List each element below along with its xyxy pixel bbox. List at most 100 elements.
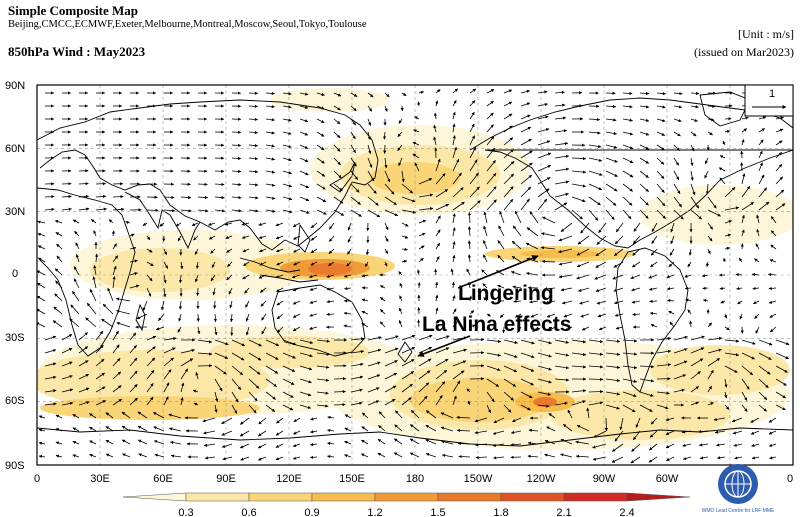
wind-vector-arrow bbox=[382, 131, 387, 140]
wind-vector-arrow bbox=[384, 209, 399, 217]
wind-vector-arrow bbox=[668, 310, 675, 315]
eurasia-coast bbox=[37, 99, 379, 251]
wind-vector-arrow bbox=[605, 157, 618, 163]
wind-vector-arrow bbox=[452, 227, 456, 237]
wind-vector-arrow bbox=[38, 415, 46, 419]
wind-vector-arrow bbox=[741, 391, 748, 401]
wind-vector-arrow bbox=[451, 281, 455, 289]
wind-vector-arrow bbox=[53, 306, 63, 315]
wind-vector-arrow bbox=[554, 352, 570, 357]
wind-vector-arrow bbox=[537, 103, 549, 107]
wind-vector-arrow bbox=[384, 347, 399, 354]
wind-vector-arrow bbox=[724, 339, 740, 343]
wind-vector-arrow bbox=[456, 415, 471, 420]
wind-vector-arrow bbox=[545, 300, 556, 304]
wind-vector-arrow bbox=[520, 391, 533, 399]
wind-vector-arrow bbox=[310, 248, 318, 254]
shade-region bbox=[270, 88, 390, 112]
wind-vector-arrow bbox=[713, 417, 726, 421]
wind-vector-arrow bbox=[231, 404, 238, 414]
wind-vector-arrow bbox=[775, 116, 784, 120]
wind-vector-arrow bbox=[474, 430, 488, 435]
wind-vector-arrow bbox=[89, 288, 97, 302]
wind-vector-arrow bbox=[367, 209, 381, 218]
wind-vector-arrow bbox=[248, 117, 259, 121]
wind-vector-arrow bbox=[684, 286, 692, 290]
wind-vector-arrow bbox=[210, 248, 216, 254]
wind-vector-arrow bbox=[367, 131, 371, 141]
wind-vector-arrow bbox=[328, 235, 335, 242]
wind-vector-arrow bbox=[513, 299, 522, 304]
annotation-line-1: Lingering bbox=[458, 282, 554, 305]
wind-vector-arrow bbox=[537, 352, 552, 358]
wind-vector-arrow bbox=[384, 105, 388, 112]
wind-vector-arrow bbox=[55, 428, 63, 432]
wind-vector-arrow bbox=[452, 370, 465, 380]
wind-vector-arrow bbox=[367, 336, 382, 341]
wind-vector-arrow bbox=[293, 430, 301, 435]
colorbar-tick-label: 0.3 bbox=[178, 507, 193, 517]
wind-vector-arrow bbox=[418, 207, 434, 211]
wind-vector-arrow bbox=[316, 365, 330, 369]
wind-vector-arrow bbox=[153, 426, 165, 432]
wind-vector-arrow bbox=[543, 287, 556, 291]
wind-vector-arrow bbox=[702, 298, 709, 303]
wind-vector-arrow bbox=[669, 248, 675, 256]
wind-vector-arrow bbox=[44, 195, 55, 199]
wind-vector-arrow bbox=[435, 381, 446, 393]
wind-vectors bbox=[37, 88, 790, 464]
wind-vector-arrow bbox=[648, 287, 658, 291]
wind-vector-arrow bbox=[333, 105, 341, 111]
wind-vector-arrow bbox=[541, 259, 556, 264]
wind-vector-arrow bbox=[343, 324, 352, 328]
wind-vector-arrow bbox=[259, 261, 267, 266]
wind-vector-arrow bbox=[690, 209, 702, 220]
wind-vector-arrow bbox=[670, 235, 675, 245]
wind-vector-arrow bbox=[159, 222, 165, 227]
wind-vector-arrow bbox=[651, 222, 658, 232]
wind-vector-arrow bbox=[731, 417, 743, 423]
wind-vector-arrow bbox=[705, 261, 710, 268]
wind-vector-arrow bbox=[169, 427, 182, 432]
wind-vector-arrow bbox=[741, 378, 750, 390]
wind-vector-arrow bbox=[561, 300, 573, 305]
wind-vector-arrow bbox=[177, 326, 182, 333]
wind-vector-arrow bbox=[768, 417, 777, 423]
wind-vector-arrow bbox=[310, 261, 318, 266]
wind-vector-arrow bbox=[248, 209, 259, 213]
wind-vector-arrow bbox=[112, 371, 122, 380]
wind-vector-arrow bbox=[690, 401, 699, 406]
wind-vector-arrow bbox=[571, 389, 587, 393]
wind-vector-arrow bbox=[775, 352, 789, 360]
lat-label: 90S bbox=[5, 460, 25, 472]
wind-vector-arrow bbox=[333, 209, 345, 216]
wind-vector-arrow bbox=[350, 388, 363, 393]
wind-vector-arrow bbox=[299, 391, 312, 397]
wind-vector-arrow bbox=[741, 339, 756, 345]
wind-vector-arrow bbox=[275, 430, 284, 436]
wmo-logo-text: WMO Lead Centre for LRF MME bbox=[702, 508, 775, 514]
wind-vector-arrow bbox=[350, 157, 357, 167]
wind-vector-arrow bbox=[554, 142, 569, 146]
wind-vector-arrow bbox=[648, 274, 658, 279]
wind-vector-arrow bbox=[316, 131, 325, 137]
wind-vector-arrow bbox=[656, 363, 672, 367]
wind-vector-arrow bbox=[503, 161, 515, 172]
wind-vector-arrow bbox=[673, 105, 683, 109]
wind-vector-arrow bbox=[326, 274, 335, 278]
wind-vector-arrow bbox=[571, 339, 587, 344]
wind-vector-arrow bbox=[758, 162, 763, 172]
wind-vector-arrow bbox=[554, 202, 568, 211]
wind-vector-arrow bbox=[435, 89, 441, 94]
colorbar-ticks: 0.3 0.6 0.9 1.2 1.5 1.8 2.1 2.4 bbox=[178, 507, 634, 517]
wind-vector-arrow bbox=[211, 261, 216, 268]
wind-vector-arrow bbox=[665, 417, 675, 422]
wind-vector-arrow bbox=[469, 111, 475, 120]
wind-vector-arrow bbox=[656, 349, 672, 354]
wind-vector-arrow bbox=[226, 274, 233, 281]
wind-vector-arrow bbox=[758, 404, 767, 412]
wind-vector-arrow bbox=[775, 176, 783, 185]
wind-vector-arrow bbox=[116, 309, 131, 315]
wind-vector-arrow bbox=[580, 222, 590, 234]
wind-vector-arrow bbox=[367, 196, 379, 206]
